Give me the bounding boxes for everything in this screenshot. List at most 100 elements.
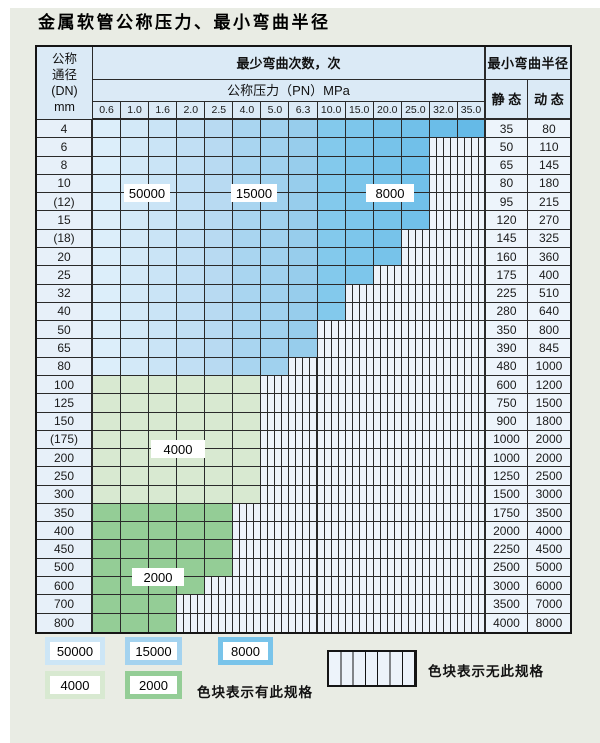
- header-nominal-pressure: 公称压力（PN）MPa: [93, 80, 486, 102]
- spec-cell-32-6.3: [289, 284, 318, 303]
- spec-cell-40-2.5: [205, 302, 234, 322]
- dn-cell-125: 125: [37, 394, 93, 413]
- spec-cell-6-2.0: [177, 138, 206, 157]
- no-spec-cell-600-25.0: [401, 577, 430, 596]
- static-radius-cell-25: 175: [485, 266, 528, 285]
- no-spec-cell-350-32.0: [429, 503, 458, 523]
- no-spec-cell-400-25.0: [401, 522, 430, 541]
- spec-cell-4-20.0: [373, 120, 402, 139]
- pressure-tick-15.0: 15.0: [345, 102, 374, 120]
- hose-pressure-table: 公称 通径 (DN) mm 最少弯曲次数，次 最小弯曲半径 公称压力（PN）MP…: [35, 45, 572, 634]
- no-spec-cell-50-32.0: [429, 321, 458, 340]
- spec-cell-10-10.0: [317, 174, 346, 194]
- no-spec-cell-350-20.0: [373, 503, 402, 523]
- static-radius-cell-(12): 95: [485, 193, 528, 212]
- spec-cell-450-0.6: [93, 540, 122, 559]
- no-spec-cell-600-20.0: [373, 577, 402, 596]
- spec-cell-500-0.6: [93, 558, 122, 578]
- static-radius-cell-32: 225: [485, 284, 528, 303]
- no-spec-cell-(12)-35.0: [457, 193, 486, 212]
- spec-cell-(18)-1.0: [121, 229, 150, 248]
- no-spec-cell-400-10.0: [317, 522, 346, 541]
- spec-cell-80-0.6: [93, 357, 122, 376]
- spec-cell-125-0.6: [93, 394, 122, 413]
- dynamic-radius-cell-15: 270: [527, 211, 570, 230]
- spec-cell-15-6.3: [289, 211, 318, 230]
- spec-cell-50-4.0: [233, 321, 262, 340]
- dynamic-radius-cell-8: 145: [527, 156, 570, 175]
- no-spec-cell-80-20.0: [373, 357, 402, 376]
- spec-cell-40-6.3: [289, 302, 318, 322]
- legend-swatch-4000: 4000: [45, 671, 105, 699]
- no-spec-cell-50-20.0: [373, 321, 402, 340]
- no-spec-cell-350-35.0: [457, 503, 486, 523]
- spec-cell-(175)-4.0: [233, 430, 262, 450]
- spec-cell-(18)-5.0: [261, 229, 290, 248]
- no-spec-cell-700-4.0: [233, 595, 262, 614]
- no-spec-cell-(175)-10.0: [317, 430, 346, 450]
- spec-cell-10-0.6: [93, 174, 122, 194]
- dynamic-radius-cell-(18): 325: [527, 229, 570, 248]
- spec-cell-20-5.0: [261, 247, 290, 267]
- no-spec-cell-80-35.0: [457, 357, 486, 376]
- no-spec-cell-500-10.0: [317, 558, 346, 578]
- no-spec-cell-20-35.0: [457, 247, 486, 267]
- no-spec-cell-700-20.0: [373, 595, 402, 614]
- spec-cell-150-2.5: [205, 412, 234, 431]
- dn-cell-(175): (175): [37, 430, 93, 450]
- no-spec-cell-32-32.0: [429, 284, 458, 303]
- dynamic-radius-cell-400: 4000: [527, 522, 570, 541]
- spec-cell-20-6.3: [289, 247, 318, 267]
- spec-cell-(18)-20.0: [373, 229, 402, 248]
- spec-cell-6-15.0: [345, 138, 374, 157]
- no-spec-cell-250-15.0: [345, 467, 374, 486]
- no-spec-cell-250-35.0: [457, 467, 486, 486]
- spec-cell-8-15.0: [345, 156, 374, 175]
- spec-cell-50-2.5: [205, 321, 234, 340]
- static-radius-cell-350: 1750: [485, 503, 528, 523]
- spec-cell-4-10.0: [317, 120, 346, 139]
- pressure-tick-25.0: 25.0: [401, 102, 430, 120]
- spec-cell-6-1.0: [121, 138, 150, 157]
- spec-cell-15-2.5: [205, 211, 234, 230]
- spec-cell-4-5.0: [261, 120, 290, 139]
- no-spec-cell-40-15.0: [345, 302, 374, 322]
- spec-cell-8-20.0: [373, 156, 402, 175]
- dn-cell-8: 8: [37, 156, 93, 175]
- spec-cell-350-1.6: [149, 503, 178, 523]
- spec-cell-(12)-2.0: [177, 193, 206, 212]
- no-spec-cell-200-25.0: [401, 449, 430, 468]
- no-spec-cell-600-6.3: [289, 577, 318, 596]
- spec-cell-400-2.0: [177, 522, 206, 541]
- no-spec-cell-600-32.0: [429, 577, 458, 596]
- spec-cell-80-4.0: [233, 357, 262, 376]
- no-spec-cell-125-20.0: [373, 394, 402, 413]
- cycles-label-4000: 4000: [151, 440, 205, 458]
- header-dn-line: mm: [54, 100, 75, 115]
- spec-cell-(18)-2.0: [177, 229, 206, 248]
- no-spec-cell-700-15.0: [345, 595, 374, 614]
- no-spec-cell-(175)-25.0: [401, 430, 430, 450]
- spec-cell-15-5.0: [261, 211, 290, 230]
- no-spec-cell-700-2.5: [205, 595, 234, 614]
- spec-cell-65-0.6: [93, 339, 122, 358]
- static-radius-cell-100: 600: [485, 375, 528, 395]
- spec-cell-15-15.0: [345, 211, 374, 230]
- dn-cell-50: 50: [37, 321, 93, 340]
- header-dynamic: 动 态: [527, 80, 570, 120]
- spec-cell-65-4.0: [233, 339, 262, 358]
- no-spec-cell-450-4.0: [233, 540, 262, 559]
- no-spec-cell-400-35.0: [457, 522, 486, 541]
- spec-cell-8-5.0: [261, 156, 290, 175]
- spec-cell-40-1.6: [149, 302, 178, 322]
- legend-swatch-label: 15000: [130, 642, 177, 660]
- no-spec-cell-100-15.0: [345, 375, 374, 395]
- no-spec-cell-500-32.0: [429, 558, 458, 578]
- dn-cell-(12): (12): [37, 193, 93, 212]
- spec-cell-25-6.3: [289, 266, 318, 285]
- spec-cell-65-6.3: [289, 339, 318, 358]
- no-spec-cell-200-6.3: [289, 449, 318, 468]
- spec-cell-700-1.6: [149, 595, 178, 614]
- no-spec-cell-450-10.0: [317, 540, 346, 559]
- spec-cell-65-1.6: [149, 339, 178, 358]
